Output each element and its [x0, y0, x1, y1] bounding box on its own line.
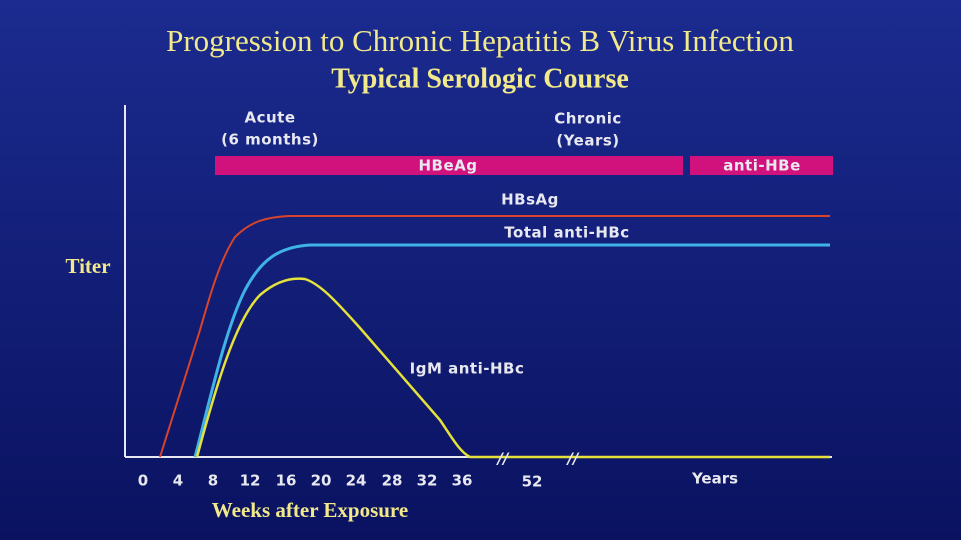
- x-axis-title: Weeks after Exposure: [212, 498, 408, 522]
- hbsag-curve: [159, 215, 830, 458]
- x-tick-label: 20: [311, 472, 332, 490]
- curve-label: HBsAg: [501, 191, 559, 209]
- x-tick-label: 8: [208, 472, 218, 490]
- x-tick-label: 28: [382, 472, 403, 490]
- x-tick-label: Years: [691, 470, 738, 488]
- axis-break: //: [496, 450, 510, 468]
- curve-label: Total anti-HBc: [504, 224, 629, 242]
- bar-label: anti-HBe: [723, 157, 801, 175]
- x-tick-label: 12: [240, 472, 261, 490]
- hbeag-bar: [215, 156, 683, 175]
- axis-break: //: [566, 450, 580, 468]
- x-tick-label: 52: [522, 473, 543, 491]
- phase-label: (6 months): [221, 131, 319, 149]
- x-tick-label: 16: [276, 472, 297, 490]
- x-tick-label: 0: [138, 472, 148, 490]
- x-tick-label: 24: [346, 472, 367, 490]
- subtitle: Typical Serologic Course: [331, 63, 629, 94]
- anti-hbe-bar: [690, 156, 833, 175]
- phase-label: Acute: [244, 109, 295, 127]
- bar-label: HBeAg: [418, 157, 477, 175]
- phase-label: Chronic: [554, 110, 622, 128]
- x-tick-label: 4: [173, 472, 183, 490]
- total-anti-hbc-curve: [193, 243, 830, 458]
- x-tick-label: 36: [452, 472, 473, 490]
- curve-label: IgM anti-HBc: [410, 360, 525, 378]
- igm-anti-hbc-curve: [195, 277, 830, 459]
- x-tick-label: 32: [417, 472, 438, 490]
- title: Progression to Chronic Hepatitis B Virus…: [166, 23, 794, 58]
- y-axis-title: Titer: [65, 254, 110, 278]
- phase-label: (Years): [556, 132, 619, 150]
